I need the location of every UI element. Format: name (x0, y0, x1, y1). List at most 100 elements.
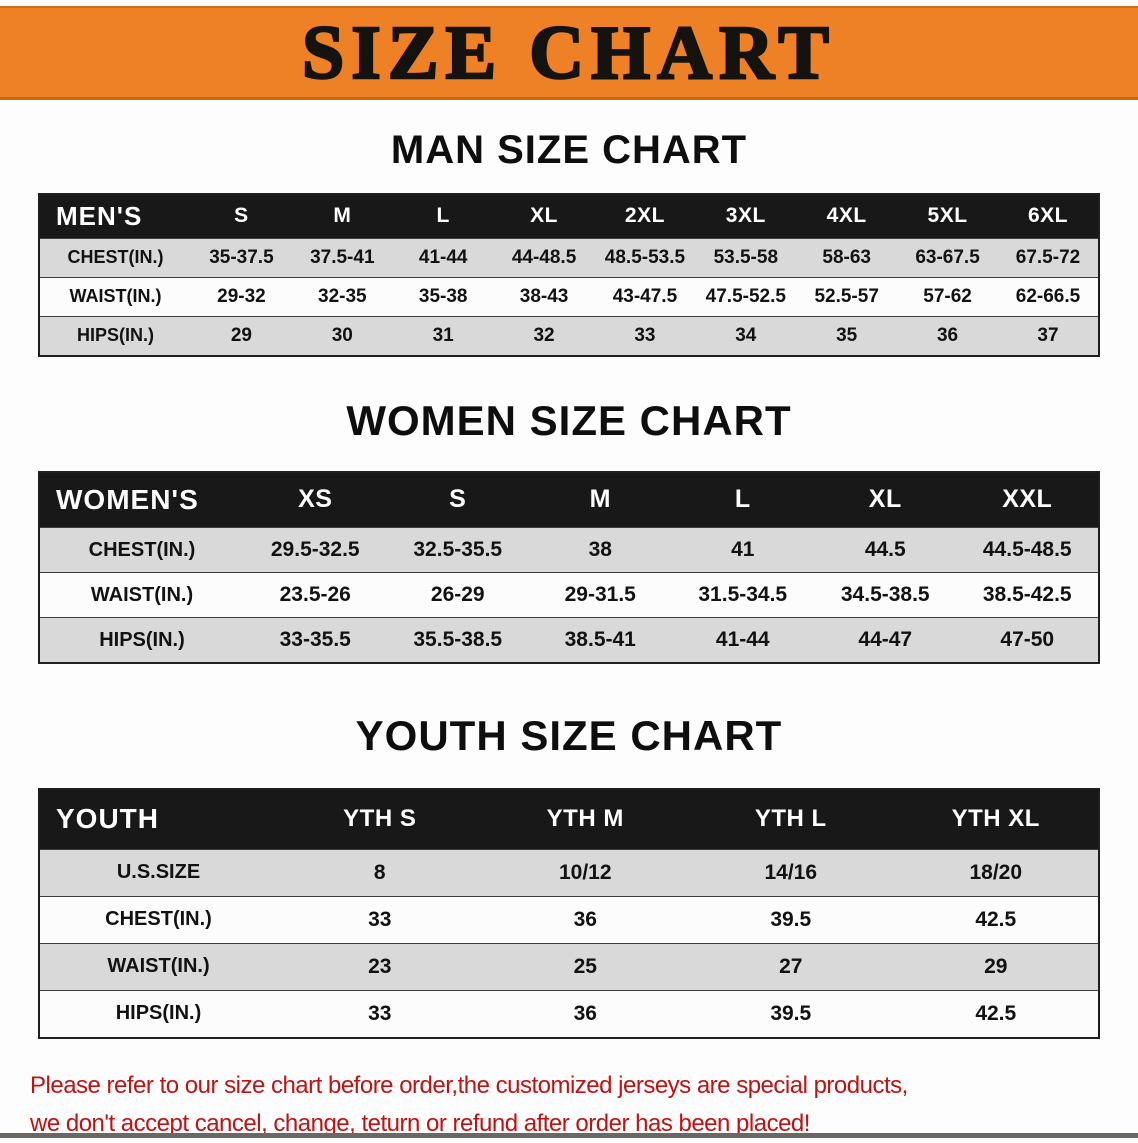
size-header-cell: XL (814, 472, 957, 528)
size-header-cell: YTH XL (894, 789, 1100, 849)
value-cell: 29 (894, 943, 1100, 990)
size-header-cell: M (529, 472, 672, 528)
size-header-cell: L (672, 472, 815, 528)
bottom-edge-line (0, 1133, 1138, 1138)
size-header-cell: 6XL (998, 194, 1099, 238)
value-cell: 37 (998, 316, 1099, 356)
value-cell: 47.5-52.5 (695, 277, 796, 316)
value-cell: 63-67.5 (897, 238, 998, 277)
value-cell: 36 (897, 316, 998, 356)
value-cell: 38.5-41 (529, 618, 672, 664)
value-cell: 27 (688, 943, 894, 990)
youth-size-heading: YOUTH SIZE CHART (0, 712, 1138, 760)
value-cell: 62-66.5 (998, 277, 1099, 316)
value-cell: 57-62 (897, 277, 998, 316)
value-cell: 26-29 (387, 573, 530, 618)
value-cell: 52.5-57 (796, 277, 897, 316)
table-title-cell: MEN'S (39, 194, 191, 238)
size-header-cell: 5XL (897, 194, 998, 238)
row-label-cell: WAIST(IN.) (39, 277, 191, 316)
value-cell: 30 (292, 316, 393, 356)
table-title-cell: YOUTH (39, 789, 277, 849)
value-cell: 33 (277, 990, 483, 1038)
value-cell: 37.5-41 (292, 238, 393, 277)
size-header-cell: L (393, 194, 494, 238)
value-cell: 53.5-58 (695, 238, 796, 277)
page-title: SIZE CHART (302, 15, 836, 91)
value-cell: 41-44 (672, 618, 815, 664)
value-cell: 29-31.5 (529, 573, 672, 618)
value-cell: 36 (483, 990, 689, 1038)
value-cell: 47-50 (957, 618, 1100, 664)
value-cell: 44-47 (814, 618, 957, 664)
size-header-cell: S (387, 472, 530, 528)
row-label-cell: HIPS(IN.) (39, 990, 277, 1038)
size-header-cell: YTH S (277, 789, 483, 849)
value-cell: 10/12 (483, 849, 689, 896)
value-cell: 36 (483, 896, 689, 943)
size-header-cell: YTH M (483, 789, 689, 849)
size-header-cell: XL (494, 194, 595, 238)
value-cell: 32 (494, 316, 595, 356)
value-cell: 44-48.5 (494, 238, 595, 277)
value-cell: 32-35 (292, 277, 393, 316)
women-size-heading: WOMEN SIZE CHART (0, 397, 1138, 445)
value-cell: 18/20 (894, 849, 1100, 896)
row-label-cell: WAIST(IN.) (39, 943, 277, 990)
row-label-cell: HIPS(IN.) (39, 316, 191, 356)
value-cell: 32.5-35.5 (387, 528, 530, 573)
row-label-cell: CHEST(IN.) (39, 528, 244, 573)
value-cell: 29 (191, 316, 292, 356)
value-cell: 41-44 (393, 238, 494, 277)
row-label-cell: HIPS(IN.) (39, 618, 244, 664)
value-cell: 33 (595, 316, 696, 356)
value-cell: 14/16 (688, 849, 894, 896)
size-header-cell: M (292, 194, 393, 238)
banner: SIZE CHART (0, 6, 1138, 100)
value-cell: 35.5-38.5 (387, 618, 530, 664)
notice-line-1: Please refer to our size chart before or… (30, 1067, 1108, 1105)
row-label-cell: WAIST(IN.) (39, 573, 244, 618)
value-cell: 31.5-34.5 (672, 573, 815, 618)
value-cell: 44.5 (814, 528, 957, 573)
value-cell: 38.5-42.5 (957, 573, 1100, 618)
size-header-cell: YTH L (688, 789, 894, 849)
size-header-cell: S (191, 194, 292, 238)
value-cell: 23 (277, 943, 483, 990)
value-cell: 31 (393, 316, 494, 356)
value-cell: 38 (529, 528, 672, 573)
value-cell: 33-35.5 (244, 618, 387, 664)
value-cell: 67.5-72 (998, 238, 1099, 277)
value-cell: 23.5-26 (244, 573, 387, 618)
value-cell: 29-32 (191, 277, 292, 316)
value-cell: 39.5 (688, 896, 894, 943)
size-header-cell: 4XL (796, 194, 897, 238)
row-label-cell: CHEST(IN.) (39, 896, 277, 943)
value-cell: 39.5 (688, 990, 894, 1038)
size-header-cell: 2XL (595, 194, 696, 238)
value-cell: 42.5 (894, 990, 1100, 1038)
size-header-cell: XS (244, 472, 387, 528)
value-cell: 35-37.5 (191, 238, 292, 277)
value-cell: 43-47.5 (595, 277, 696, 316)
row-label-cell: CHEST(IN.) (39, 238, 191, 277)
